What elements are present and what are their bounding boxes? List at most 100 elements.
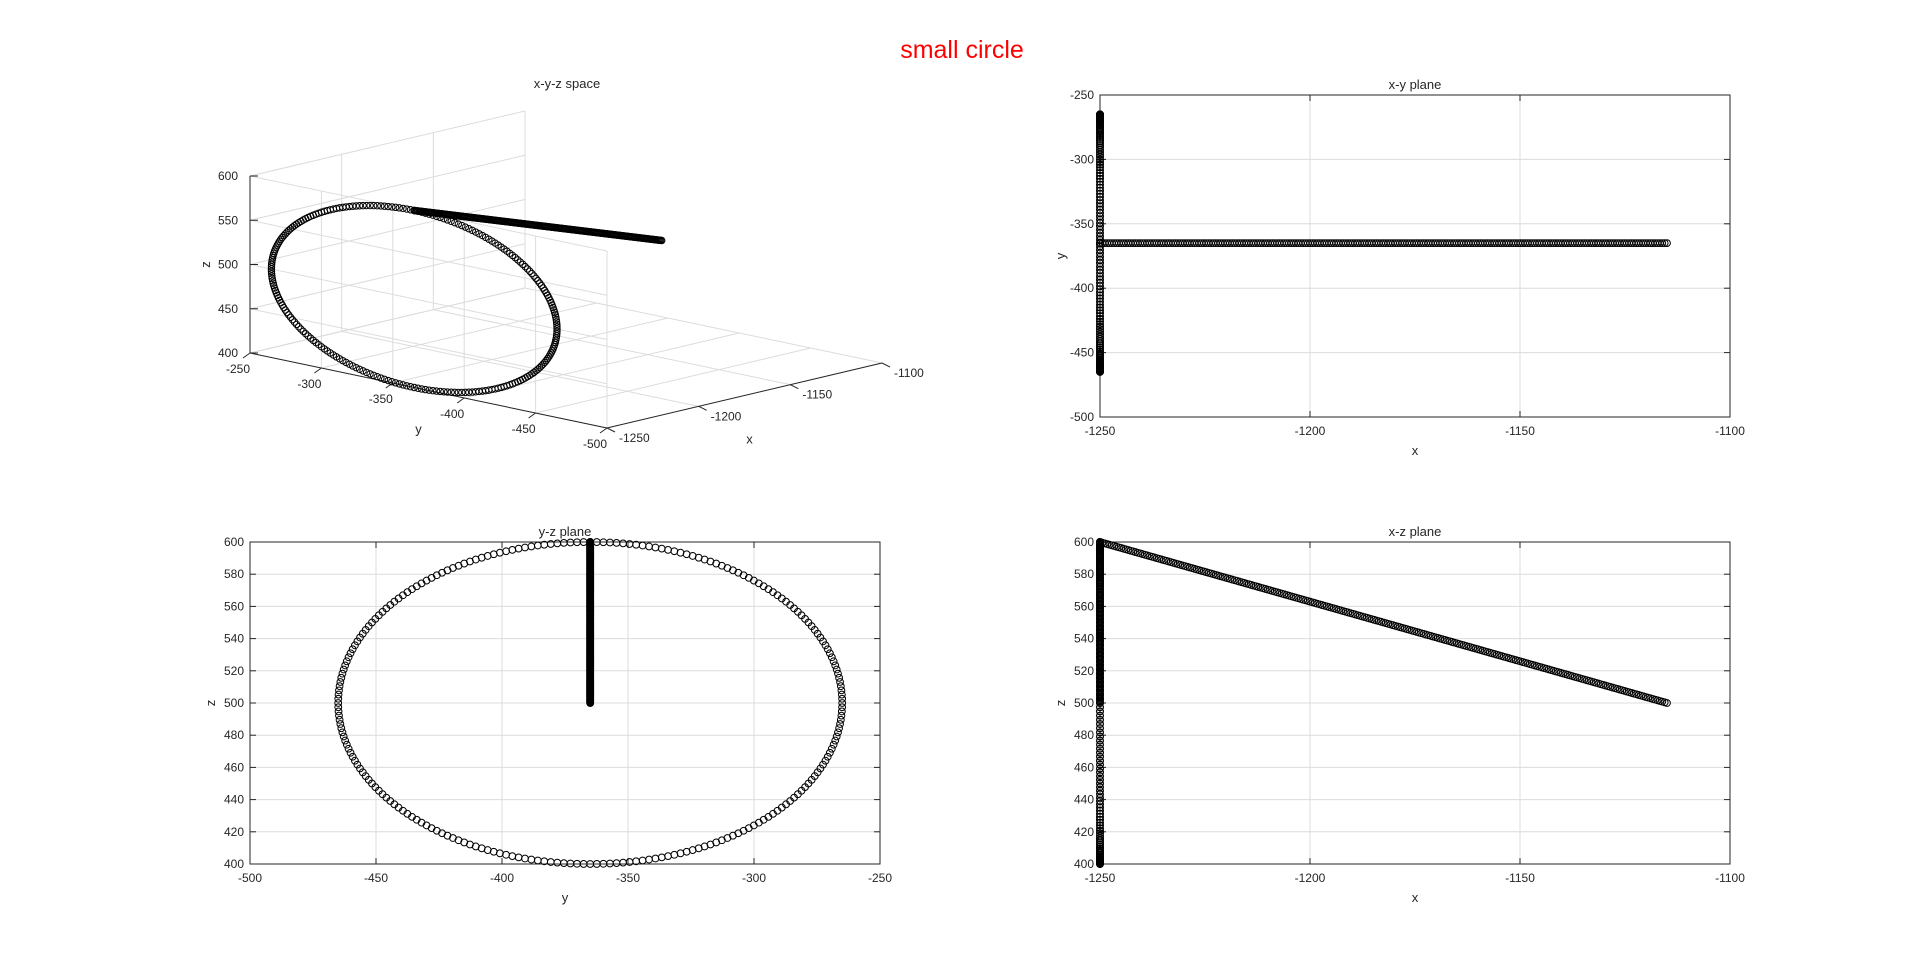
data-point (344, 744, 353, 753)
data-point (1096, 294, 1104, 303)
data-point (670, 850, 679, 859)
data-point (294, 323, 303, 331)
subplot-title: y-z plane (539, 524, 592, 539)
data-point (1096, 768, 1104, 777)
data-point (465, 225, 473, 233)
data-point (348, 645, 357, 654)
data-point (388, 378, 396, 386)
y-tick-label: 520 (1074, 664, 1094, 678)
x-axis-label: x (1412, 443, 1419, 458)
x-tick-mark (881, 362, 891, 368)
y-tick-label: -350 (369, 392, 393, 406)
data-point (395, 204, 403, 212)
z-tick-label: 550 (218, 213, 238, 227)
data-point (436, 213, 444, 222)
data-point (384, 202, 392, 211)
data-point (1096, 752, 1104, 761)
axes-frame (1099, 94, 1731, 418)
data-point (1096, 748, 1104, 757)
data-point (410, 206, 418, 215)
data-point (508, 852, 517, 861)
data-point (514, 256, 522, 264)
y-tick-label: -450 (1070, 346, 1094, 360)
data-point (514, 544, 523, 553)
data-point (432, 212, 441, 220)
data-point (838, 703, 847, 712)
data-point (425, 386, 433, 394)
data-point (410, 383, 418, 392)
data-point (1096, 180, 1104, 189)
z-axis-label: z (198, 261, 213, 268)
x-tick-label: -1200 (1295, 424, 1326, 438)
data-point (1096, 235, 1104, 244)
y-tick-label: -450 (512, 422, 536, 436)
wall-gridline (249, 110, 526, 177)
data-point (306, 334, 315, 342)
data-point (836, 682, 845, 691)
data-point (670, 547, 679, 556)
x-tick-label: -1150 (1505, 424, 1535, 438)
x-tick-label: -350 (616, 871, 640, 885)
data-point (1096, 135, 1104, 143)
data-point (1096, 772, 1104, 780)
data-point (468, 226, 477, 235)
data-point (819, 760, 827, 769)
data-point (337, 673, 346, 682)
data-point (429, 211, 437, 219)
data-point (825, 748, 834, 757)
data-point (417, 208, 426, 216)
data-point (338, 728, 347, 737)
data-point (362, 368, 371, 377)
data-markers (334, 538, 847, 868)
x-tick-label: -250 (868, 871, 892, 885)
data-point (336, 678, 345, 686)
data-point (1096, 345, 1104, 354)
data-point (377, 202, 385, 210)
data-markers (1096, 110, 1671, 376)
data-point (831, 736, 840, 745)
data-point (443, 216, 452, 224)
x-tick-label: -1250 (619, 431, 650, 445)
data-point (336, 720, 345, 728)
subplot-title: x-y-z space (534, 76, 600, 91)
data-point (1096, 744, 1104, 753)
data-point (465, 388, 473, 396)
y-tick-label: -500 (1070, 410, 1094, 424)
data-point (377, 374, 385, 382)
data-point (391, 203, 400, 212)
data-point (1096, 809, 1104, 818)
data-point (1096, 707, 1104, 716)
data-point (1096, 133, 1104, 141)
data-point (519, 260, 527, 269)
data-point (832, 665, 841, 674)
data-point (1096, 239, 1104, 248)
y-tick-label: 460 (1074, 760, 1094, 774)
data-point (1096, 160, 1104, 169)
data-point (1096, 842, 1104, 851)
x-tick-mark (790, 384, 799, 390)
data-point (338, 669, 347, 678)
data-point (1096, 779, 1104, 788)
data-point (429, 386, 437, 395)
data-point (458, 388, 466, 397)
data-point (1096, 186, 1104, 195)
data-point (1096, 775, 1104, 784)
y-tick-label: 420 (224, 825, 244, 839)
data-point (651, 543, 660, 552)
data-point (638, 541, 647, 550)
data-point (366, 201, 374, 210)
data-point (436, 387, 444, 396)
data-point (526, 267, 534, 275)
data-point (837, 686, 846, 695)
data-point (837, 711, 846, 720)
data-point (369, 201, 378, 210)
x-tick-label: -500 (238, 871, 262, 885)
data-point (461, 223, 470, 231)
data-point (267, 269, 276, 278)
data-point (406, 382, 415, 391)
y-tick-label: 580 (1074, 567, 1094, 581)
data-point (1096, 831, 1104, 840)
data-markers (1096, 538, 1671, 868)
data-point (335, 711, 343, 720)
data-point (530, 272, 538, 280)
